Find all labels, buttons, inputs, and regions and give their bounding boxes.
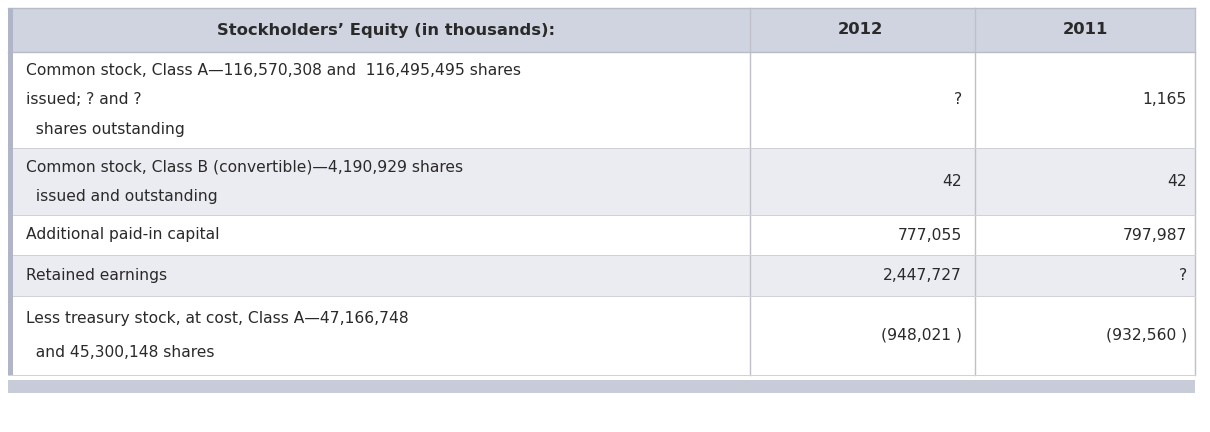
Text: (932,560 ): (932,560 ) bbox=[1106, 328, 1187, 343]
Text: issued; ? and ?: issued; ? and ? bbox=[25, 92, 142, 108]
Bar bbox=[8, 380, 1195, 393]
Text: ?: ? bbox=[1179, 268, 1187, 283]
Text: 42: 42 bbox=[943, 174, 962, 189]
Text: 777,055: 777,055 bbox=[898, 228, 962, 242]
Text: Retained earnings: Retained earnings bbox=[25, 268, 167, 283]
Text: 42: 42 bbox=[1168, 174, 1187, 189]
Text: 2012: 2012 bbox=[837, 22, 882, 38]
Text: 797,987: 797,987 bbox=[1123, 228, 1187, 242]
Bar bbox=[8, 8, 1195, 52]
Text: 2011: 2011 bbox=[1062, 22, 1107, 38]
Text: Less treasury stock, at cost, Class A—47,166,748: Less treasury stock, at cost, Class A—47… bbox=[25, 311, 409, 326]
Text: issued and outstanding: issued and outstanding bbox=[25, 188, 218, 203]
Bar bbox=[8, 8, 1195, 375]
Text: ?: ? bbox=[953, 92, 962, 108]
Text: Common stock, Class B (convertible)—4,190,929 shares: Common stock, Class B (convertible)—4,19… bbox=[25, 159, 463, 175]
Text: shares outstanding: shares outstanding bbox=[25, 121, 185, 137]
Bar bbox=[8, 8, 13, 375]
Text: (948,021 ): (948,021 ) bbox=[881, 328, 962, 343]
Text: Stockholders’ Equity (in thousands):: Stockholders’ Equity (in thousands): bbox=[218, 22, 555, 38]
Text: 2,447,727: 2,447,727 bbox=[883, 268, 962, 283]
Bar bbox=[8, 52, 1195, 148]
Bar bbox=[8, 296, 1195, 375]
Text: 1,165: 1,165 bbox=[1142, 92, 1187, 108]
Text: Additional paid-in capital: Additional paid-in capital bbox=[25, 228, 219, 242]
Text: and 45,300,148 shares: and 45,300,148 shares bbox=[25, 345, 214, 360]
Text: Common stock, Class A—116,570,308 and  116,495,495 shares: Common stock, Class A—116,570,308 and 11… bbox=[25, 64, 522, 79]
Bar bbox=[8, 148, 1195, 215]
Bar bbox=[8, 8, 13, 375]
Bar bbox=[8, 255, 1195, 296]
Bar bbox=[8, 215, 1195, 255]
